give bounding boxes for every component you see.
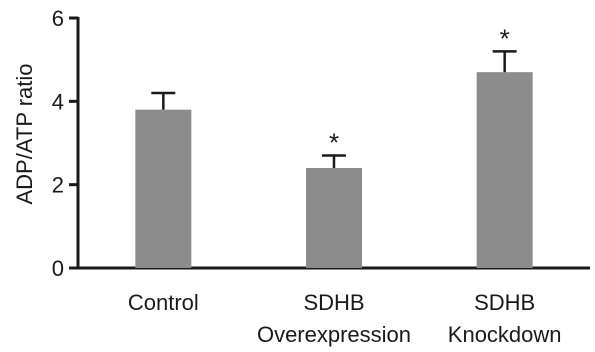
y-tick-label: 6 (52, 6, 64, 31)
y-axis-label: ADP/ATP ratio (12, 63, 37, 204)
significance-marker: * (329, 128, 339, 158)
y-tick-label: 2 (52, 173, 64, 198)
bar (306, 168, 362, 268)
significance-marker: * (500, 23, 510, 53)
x-tick-label: SDHB (474, 290, 535, 315)
category-labels: Control SDHB Overexpression SDHB Knockdown (128, 290, 562, 347)
x-tick-label: Knockdown (448, 322, 562, 347)
y-tick-label: 0 (52, 256, 64, 281)
bars: ** (135, 23, 533, 269)
x-tick-label: Overexpression (257, 322, 411, 347)
bar (135, 109, 192, 269)
bar (476, 72, 533, 269)
x-tick-label: SDHB (303, 290, 364, 315)
x-tick-label: Control (128, 290, 199, 315)
y-tick-label: 4 (52, 89, 64, 114)
y-axis: 0 2 4 6 (52, 6, 80, 281)
